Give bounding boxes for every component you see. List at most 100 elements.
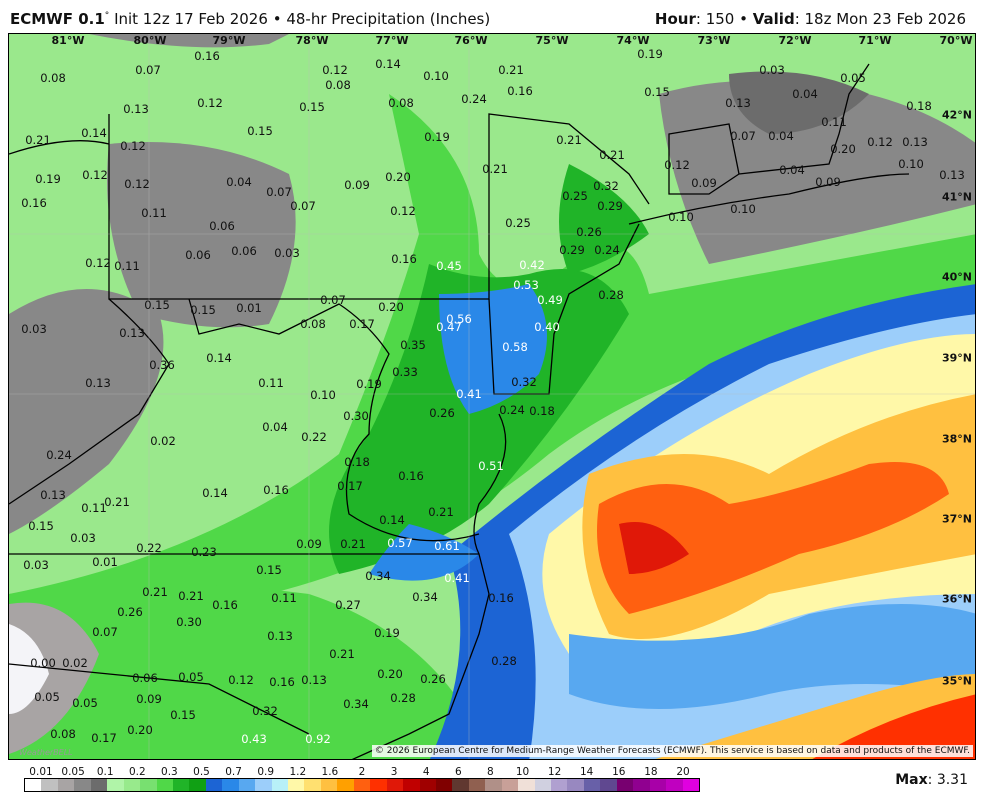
precip-value-label: 0.08 (40, 71, 66, 85)
precip-value-label: 0.23 (191, 545, 217, 559)
precip-value-label: 0.30 (176, 615, 202, 629)
hour-value: 150 (705, 10, 735, 28)
precip-value-label: 0.14 (202, 486, 228, 500)
precip-value-label: 0.13 (939, 168, 965, 182)
precip-value-label: 0.21 (482, 162, 508, 176)
precip-value-label: 0.12 (390, 204, 416, 218)
legend-swatch (583, 779, 601, 791)
precip-value-label: 0.35 (400, 338, 426, 352)
legend-swatch (238, 779, 256, 791)
gray-area-pa (107, 142, 296, 328)
green-nj (559, 164, 649, 274)
latitude-label: 38°N (941, 432, 972, 446)
precip-value-label: 0.17 (337, 479, 363, 493)
legend-tick: 16 (612, 766, 626, 778)
precip-value-label: 0.49 (537, 293, 563, 307)
precip-value-label: 0.11 (258, 376, 284, 390)
precip-value-label: 0.06 (209, 219, 235, 233)
legend-swatch (189, 779, 206, 791)
precip-value-label: 0.26 (420, 672, 446, 686)
legend-tick: 12 (547, 766, 562, 778)
legend-tick: 0.5 (193, 766, 210, 778)
init-time: Init 12z 17 Feb 2026 (114, 10, 268, 28)
precip-value-label: 0.05 (34, 690, 60, 704)
legend-swatch (370, 779, 387, 791)
legend-tick: 0.9 (257, 766, 275, 778)
legend-tick: 4 (422, 766, 430, 778)
latitude-label: 35°N (941, 674, 972, 688)
precip-value-label: 0.06 (132, 671, 158, 685)
precip-value-label: 0.01 (236, 301, 262, 315)
precip-value-label: 0.07 (320, 293, 346, 307)
legend-tick-labels: 0.01 0.05 0.1 0.2 0.3 0.5 0.7 0.9 1.2 1.6 2 3 4 6 8 10 1… (24, 766, 700, 778)
precip-value-label: 0.47 (436, 320, 462, 334)
precip-value-label: 0.19 (424, 130, 450, 144)
orange-area (597, 462, 949, 614)
precip-value-label: 0.08 (388, 96, 414, 110)
precip-value-label: 0.61 (434, 539, 460, 553)
legend-swatch (320, 779, 338, 791)
precip-value-label: 0.21 (329, 647, 355, 661)
legend-tick: 14 (580, 766, 594, 778)
precip-value-label: 0.30 (343, 409, 369, 423)
precip-value-label: 0.09 (691, 176, 717, 190)
legend-tick: 1.2 (289, 766, 307, 778)
precip-value-label: 0.14 (206, 351, 232, 365)
precip-value-label: 0.07 (290, 199, 316, 213)
max-label: Max (895, 772, 928, 788)
legend-tick: 0.3 (161, 766, 178, 778)
precip-value-label: 0.21 (340, 537, 366, 551)
precip-value-label: 0.15 (256, 563, 282, 577)
legend-swatch (57, 779, 75, 791)
latitude-label: 37°N (941, 512, 972, 526)
precip-value-label: 0.11 (821, 115, 847, 129)
legend-swatch (468, 779, 486, 791)
precip-value-label: 0.14 (81, 126, 107, 140)
legend-swatch (288, 779, 305, 791)
precip-value-label: 0.15 (144, 298, 170, 312)
precip-value-label: 0.02 (62, 656, 88, 670)
map-title: ECMWF 0.1° Init 12z 17 Feb 2026 • 48-hr … (10, 10, 490, 28)
precip-value-label: 0.32 (252, 704, 278, 718)
legend-swatch (419, 779, 436, 791)
precip-value-label: 0.10 (423, 69, 449, 83)
precip-value-label: 0.13 (85, 376, 111, 390)
precip-value-label: 0.19 (637, 47, 663, 61)
precip-value-label: 0.14 (375, 57, 401, 71)
precip-value-label: 0.17 (349, 317, 375, 331)
valid-time: 18z Mon 23 Feb 2026 (804, 10, 966, 28)
precip-value-label: 0.26 (117, 605, 143, 619)
precip-value-label: 0.03 (21, 322, 47, 336)
longitude-label: 75°W (535, 34, 569, 47)
legend-tick: 2 (358, 766, 366, 778)
precip-value-label: 0.29 (597, 199, 623, 213)
max-number: 3.31 (936, 772, 968, 788)
legend-swatch (255, 779, 272, 791)
precip-value-label: 0.11 (81, 501, 107, 515)
legend-swatch (616, 779, 634, 791)
precip-value-label: 0.20 (377, 667, 403, 681)
precip-value-label: 0.20 (127, 723, 153, 737)
precip-value-label: 0.16 (391, 252, 417, 266)
precip-value-label: 0.04 (262, 420, 288, 434)
legend-swatch (501, 779, 519, 791)
legend-swatch (600, 779, 617, 791)
gray-area-north (89, 34, 289, 48)
legend-tick: 0.05 (61, 766, 85, 778)
longitude-label: 77°W (375, 34, 409, 47)
precip-value-label: 0.11 (141, 206, 167, 220)
precip-value-label: 0.18 (906, 99, 932, 113)
precip-value-label: 0.36 (149, 358, 175, 372)
precip-value-label: 0.34 (412, 590, 438, 604)
precip-value-label: 0.21 (498, 63, 524, 77)
precip-value-label: 0.07 (730, 129, 756, 143)
legend-swatch (435, 779, 453, 791)
precip-value-label: 0.08 (300, 317, 326, 331)
precip-value-label: 0.12 (85, 256, 111, 270)
precip-value-label: 0.10 (730, 202, 756, 216)
legend-tick: 0.2 (128, 766, 146, 778)
precip-value-label: 0.16 (21, 196, 47, 210)
max-value: Max: 3.31 (895, 772, 968, 788)
precip-value-label: 0.18 (529, 404, 555, 418)
